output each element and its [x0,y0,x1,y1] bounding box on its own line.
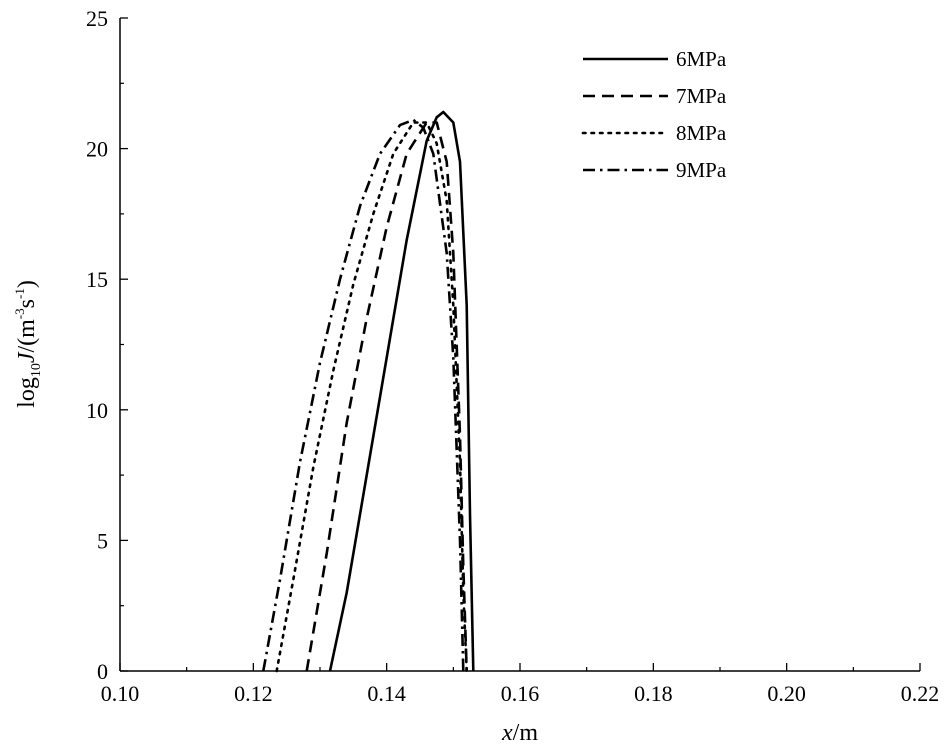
y-tick-label: 5 [97,528,108,553]
y-tick-label: 20 [86,137,108,162]
legend-label-9mpa: 9MPa [676,158,727,182]
legend-label-6mpa: 6MPa [676,47,727,71]
x-tick-label: 0.10 [101,681,140,706]
series-line-8mpa [275,121,468,673]
axis-ticks: 0.10 0.12 0.14 0.16 0.18 0.20 0.22 0 5 10 15 20 25 [86,6,939,706]
series-line-9mpa [262,118,465,672]
series-line-6mpa [328,110,475,672]
series-line-7mpa [305,121,468,672]
y-axis-label: log10J/(m-3s-1) [12,280,44,408]
plot-axes [119,18,920,672]
x-tick-label: 0.18 [634,681,673,706]
legend-label-8mpa: 8MPa [676,121,727,145]
x-tick-label: 0.14 [367,681,406,706]
x-tick-label: 0.22 [901,681,940,706]
series-layer [262,110,475,673]
y-tick-label: 25 [86,6,108,31]
legend-label-7mpa: 7MPa [676,84,727,108]
legend: 6MPa 7MPa 8MPa 9MPa [581,47,727,182]
y-tick-label: 0 [97,659,108,684]
x-tick-label: 0.20 [767,681,806,706]
x-tick-label: 0.12 [234,681,273,706]
y-tick-label: 15 [86,267,108,292]
x-tick-label: 0.16 [501,681,540,706]
x-axis-label: x/m [501,720,538,746]
y-tick-label: 10 [86,398,108,423]
